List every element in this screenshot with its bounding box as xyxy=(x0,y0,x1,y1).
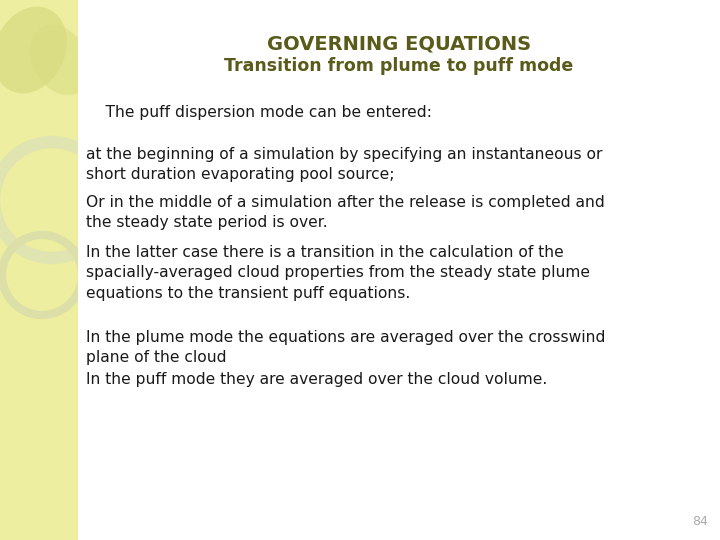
Text: In the puff mode they are averaged over the cloud volume.: In the puff mode they are averaged over … xyxy=(86,372,547,387)
Text: In the latter case there is a transition in the calculation of the
spacially-ave: In the latter case there is a transition… xyxy=(86,245,590,301)
Ellipse shape xyxy=(0,6,67,93)
Text: Or in the middle of a simulation after the release is completed and
the steady s: Or in the middle of a simulation after t… xyxy=(86,195,605,231)
Text: The puff dispersion mode can be entered:: The puff dispersion mode can be entered: xyxy=(86,105,432,120)
Text: GOVERNING EQUATIONS: GOVERNING EQUATIONS xyxy=(267,35,531,54)
Bar xyxy=(0,0,78,540)
Text: In the plume mode the equations are averaged over the crosswind
plane of the clo: In the plume mode the equations are aver… xyxy=(86,330,606,366)
Text: 84: 84 xyxy=(692,515,708,528)
Ellipse shape xyxy=(30,25,90,95)
Text: at the beginning of a simulation by specifying an instantaneous or
short duratio: at the beginning of a simulation by spec… xyxy=(86,147,603,183)
Text: Transition from plume to puff mode: Transition from plume to puff mode xyxy=(225,57,574,75)
